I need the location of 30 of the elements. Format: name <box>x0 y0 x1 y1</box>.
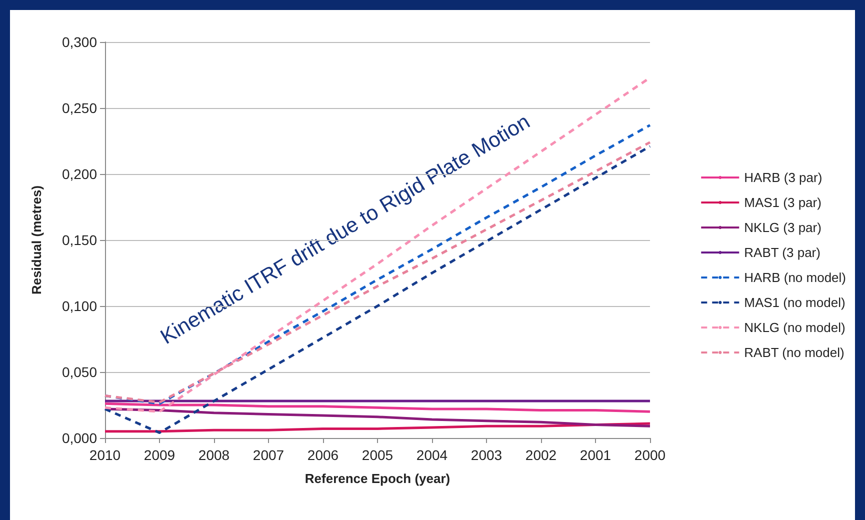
x-tick-label: 2004 <box>416 447 448 463</box>
y-axis-title: Residual (metres) <box>29 185 44 295</box>
legend-label: NKLG (no model) <box>744 320 846 335</box>
x-axis-title: Reference Epoch (year) <box>304 471 450 486</box>
y-tick-label: 0,050 <box>62 364 98 380</box>
legend-label: MAS1 (3 par) <box>744 195 822 210</box>
y-tick-label: 0,150 <box>62 232 98 248</box>
line-series <box>104 402 652 413</box>
y-tick-label: 0,300 <box>62 34 98 50</box>
y-tick-label: 0,000 <box>62 430 98 446</box>
x-tick-label: 2008 <box>198 447 230 463</box>
x-tick-label: 2009 <box>144 447 176 463</box>
legend-label: HARB (no model) <box>744 270 846 285</box>
y-tick-label: 0,100 <box>62 298 98 314</box>
line-series <box>104 422 652 433</box>
y-tick-label: 0,250 <box>62 100 98 116</box>
legend-label: NKLG (3 par) <box>744 220 822 235</box>
x-tick-label: 2006 <box>307 447 339 463</box>
legend-label: MAS1 (no model) <box>744 295 846 310</box>
y-tick-label: 0,200 <box>62 166 98 182</box>
legend-label: RABT (3 par) <box>744 245 820 260</box>
x-tick-label: 2010 <box>89 447 121 463</box>
x-tick-label: 2002 <box>525 447 557 463</box>
legend-label: HARB (3 par) <box>744 170 822 185</box>
legend-label: RABT (no model) <box>744 345 844 360</box>
x-tick-label: 2005 <box>362 447 394 463</box>
x-tick-label: 2001 <box>580 447 612 463</box>
x-tick-label: 2000 <box>634 447 666 463</box>
x-tick-label: 2007 <box>252 447 284 463</box>
x-tick-label: 2003 <box>470 447 502 463</box>
